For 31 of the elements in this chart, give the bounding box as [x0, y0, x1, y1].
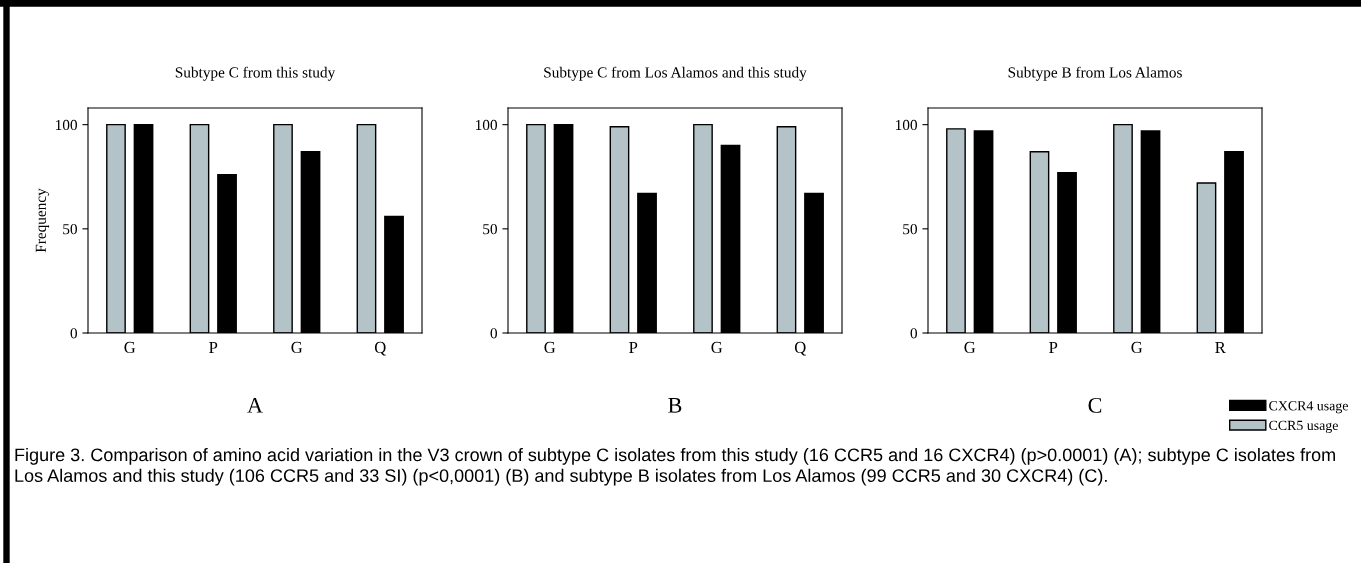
- x-tick-label: G: [291, 341, 303, 354]
- x-tick-label: P: [1049, 341, 1058, 353]
- x-tick-label: P: [209, 341, 218, 353]
- chart-title: Subtype C from this study: [175, 66, 336, 81]
- x-tick-label: G: [544, 341, 556, 354]
- x-tick-label: G: [124, 341, 136, 354]
- y-tick-label: 100: [896, 119, 917, 131]
- x-tick-label: G: [964, 341, 976, 354]
- y-tick-label: 0: [910, 328, 917, 339]
- caption: Figure 3. Comparison of amino acid variation in the V3 crown of subtype C isolates from this study (16 CCR5 and 16 CXCR4) (p>0.0001) (A); subtype C isolates from Los Alamos and this study (106 CCR5 and 33 SI) (p<0,0001) (B) and subtype B isolates from Los Alamos (99 CCR5 and 30 CXCR4) (C).: [15, 448, 1335, 486]
- text: C: [1088, 397, 1102, 413]
- y-tick-label: 50: [903, 223, 917, 235]
- y-tick-label: 50: [483, 223, 497, 235]
- text: B: [668, 398, 682, 413]
- x-tick-label: G: [711, 341, 723, 354]
- chart-title: Subtype B from Los Alamos: [1008, 66, 1182, 81]
- chart-title: Subtype C from Los Alamos and this study: [544, 66, 807, 81]
- y-tick-label: 50: [63, 223, 77, 235]
- x-tick-label: G: [1131, 341, 1143, 354]
- y-tick-label: 100: [56, 119, 77, 131]
- y-tick-label: 0: [70, 328, 77, 339]
- y-tick-label: 100: [476, 119, 497, 131]
- x-tick-label: Q: [374, 341, 386, 356]
- x-tick-label: Q: [794, 341, 806, 356]
- y-axis-title: Frequency: [35, 188, 50, 253]
- legend-label: CXCR4 usage: [1269, 401, 1348, 414]
- legend-label: CCR5 usage: [1269, 420, 1338, 433]
- y-tick-label: 0: [490, 328, 497, 339]
- x-tick-label: P: [629, 341, 638, 353]
- text: A: [247, 397, 263, 413]
- x-tick-label: R: [1215, 341, 1226, 353]
